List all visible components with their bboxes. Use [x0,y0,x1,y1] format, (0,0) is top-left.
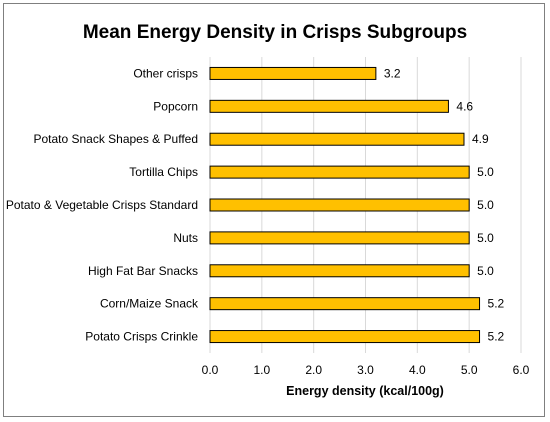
category-label-3: Tortilla Chips [129,165,198,179]
category-label-7: Corn/Maize Snack [100,297,199,311]
category-label-2: Potato Snack Shapes & Puffed [33,132,198,146]
category-labels: Other crisps Popcorn Potato Snack Shapes &… [6,66,199,343]
data-label-6: 5.0 [477,264,494,278]
category-label-6: High Fat Bar Snacks [88,264,198,278]
x-tick-label-1: 1.0 [253,363,270,377]
bar-0 [209,66,377,80]
data-label-7: 5.2 [488,297,505,311]
category-label-8: Potato Crisps Crinkle [85,330,198,344]
x-tick-labels: 0.0 1.0 2.0 3.0 4.0 5.0 6.0 [202,363,530,377]
bar-3 [209,165,470,179]
x-tick-label-4: 4.0 [409,363,426,377]
x-tick-label-5: 5.0 [461,363,478,377]
bar-1 [209,99,449,113]
bar-4 [209,198,470,212]
data-label-1: 4.6 [456,99,473,113]
category-label-0: Other crisps [133,66,198,80]
category-label-1: Popcorn [153,99,198,113]
x-tick-label-2: 2.0 [305,363,322,377]
x-tick-label-3: 3.0 [357,363,374,377]
bar-5 [209,231,470,245]
x-tick-label-6: 6.0 [513,363,530,377]
data-label-4: 5.0 [477,198,494,212]
data-label-8: 5.2 [488,330,505,344]
chart-title: Mean Energy Density in Crisps Subgroups [83,22,467,43]
data-labels: 3.2 4.6 4.9 5.0 5.0 5.0 5.0 5.2 5.2 [384,66,505,343]
bar-8 [209,330,481,344]
x-axis-title: Energy density (kcal/100g) [286,384,444,398]
data-label-2: 4.9 [472,132,489,146]
bar-7 [209,297,481,311]
bar-2 [209,132,465,146]
bars-group [209,66,481,344]
data-label-5: 5.0 [477,231,494,245]
data-label-0: 3.2 [384,66,401,80]
category-label-4: Potato & Vegetable Crisps Standard [6,198,198,212]
bar-6 [209,264,470,278]
x-tick-label-0: 0.0 [202,363,219,377]
category-label-5: Nuts [173,231,198,245]
data-label-3: 5.0 [477,165,494,179]
